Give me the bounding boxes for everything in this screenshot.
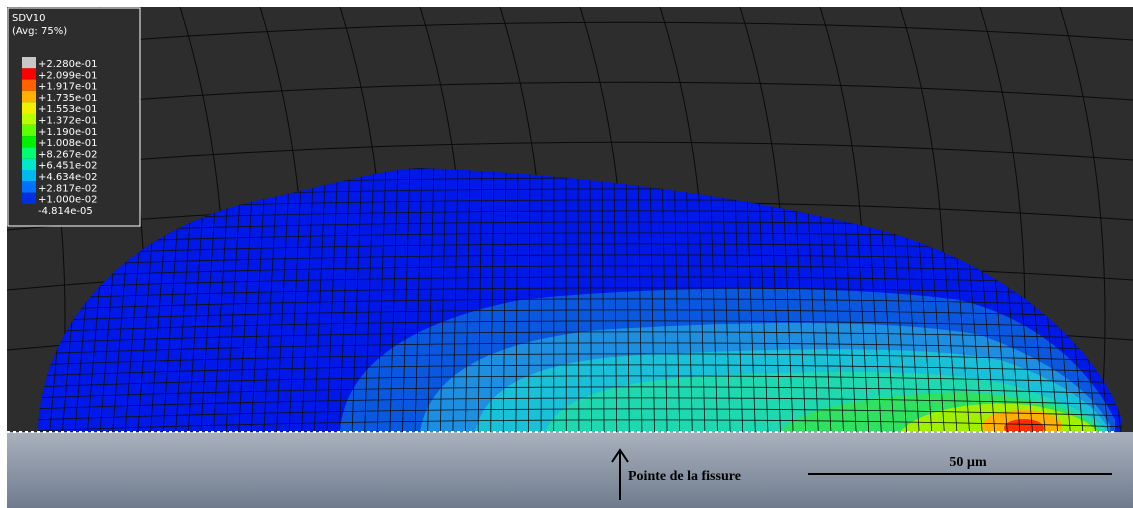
mesh-line <box>721 168 731 432</box>
rigid-surface <box>7 432 1133 508</box>
legend-swatch <box>22 136 36 148</box>
legend-swatch <box>22 124 36 137</box>
legend-swatch <box>22 147 36 159</box>
mesh-line <box>38 397 1122 410</box>
mesh-line <box>364 168 375 432</box>
mesh-line <box>351 168 363 432</box>
legend-swatch <box>22 68 36 80</box>
legend-swatch <box>22 181 36 193</box>
mesh-line <box>38 265 1122 278</box>
mesh-line <box>38 364 1122 377</box>
mesh-line <box>38 419 1122 432</box>
mesh-line <box>389 168 399 432</box>
mesh-line <box>757 168 769 432</box>
mesh-line <box>38 320 1122 333</box>
mesh-line <box>376 168 387 432</box>
legend-swatch <box>22 90 36 103</box>
mesh-line <box>427 168 435 432</box>
legend-label: +1.008e-01 <box>38 138 98 149</box>
legend-swatch <box>22 79 36 91</box>
mesh-line <box>38 386 1122 399</box>
mesh-line <box>313 168 327 432</box>
legend-label: -4.814e-05 <box>38 206 93 217</box>
mesh-line <box>7 141 1133 171</box>
legend: SDV10 (Avg: 75%) +2.280e-01+2.099e-01+1.… <box>7 7 141 227</box>
mesh-line <box>528 168 531 432</box>
mesh-line <box>477 168 483 432</box>
mesh-line <box>38 353 1122 366</box>
legend-label: +1.917e-01 <box>38 82 98 93</box>
mesh-line <box>288 168 303 432</box>
mesh-line <box>238 168 255 432</box>
legend-swatch <box>22 192 36 204</box>
mesh-line <box>326 168 339 432</box>
mesh-line <box>276 168 291 432</box>
mesh-line <box>733 168 744 432</box>
legend-label: +6.451e-02 <box>38 161 98 172</box>
legend-swatch <box>22 170 36 182</box>
annotation: Pointe de la fissure <box>628 469 741 484</box>
mesh-line <box>38 331 1122 344</box>
mesh-line <box>439 168 447 432</box>
legend-label: +1.000e-02 <box>38 195 98 206</box>
mesh-line <box>38 298 1122 311</box>
mesh-line <box>38 276 1122 289</box>
mesh-line <box>38 375 1122 388</box>
model-view: Pointe de la fissure 50 µm SDV10 (Avg: 7… <box>7 7 1133 508</box>
scale-label: 50 µm <box>949 455 987 470</box>
mesh-line <box>1059 7 1106 433</box>
legend-swatch <box>22 158 36 170</box>
mesh-line <box>465 168 471 432</box>
legend-label: +2.817e-02 <box>38 183 98 194</box>
legend-label: +1.190e-01 <box>38 127 98 138</box>
mesh-line <box>502 168 507 432</box>
mesh-line <box>38 287 1122 300</box>
legend-label: +4.634e-02 <box>38 172 98 183</box>
mesh-line <box>490 168 495 432</box>
legend-swatch <box>22 57 36 69</box>
legend-swatch <box>22 102 36 114</box>
mesh-line <box>7 21 1133 51</box>
mesh-line <box>414 168 423 432</box>
mesh-line <box>745 168 756 432</box>
mesh-line <box>250 168 267 432</box>
mesh-line <box>515 168 519 432</box>
mesh-line <box>540 168 543 432</box>
legend-label: +2.280e-01 <box>38 59 98 70</box>
mesh-line <box>402 168 411 432</box>
legend-title: SDV10 <box>12 13 45 24</box>
legend-subtitle: (Avg: 75%) <box>12 26 67 37</box>
mesh-line <box>7 81 1133 111</box>
legend-label: +8.267e-02 <box>38 149 98 160</box>
mesh-line <box>452 168 459 432</box>
mesh-line <box>38 408 1122 421</box>
mesh-line <box>339 168 351 432</box>
legend-swatch <box>22 113 36 125</box>
legend-label: +2.099e-01 <box>38 70 98 81</box>
arrow-head <box>611 448 629 463</box>
legend-label: +1.553e-01 <box>38 104 98 115</box>
mesh-line <box>225 168 243 432</box>
mesh-line <box>38 342 1122 355</box>
legend-items: +2.280e-01+2.099e-01+1.917e-01+1.735e-01… <box>22 57 98 217</box>
mesh-line <box>301 168 315 432</box>
legend-label: +1.372e-01 <box>38 116 98 127</box>
mesh-line <box>263 168 279 432</box>
legend-label: +1.735e-01 <box>38 93 98 104</box>
mesh-line <box>38 309 1122 322</box>
